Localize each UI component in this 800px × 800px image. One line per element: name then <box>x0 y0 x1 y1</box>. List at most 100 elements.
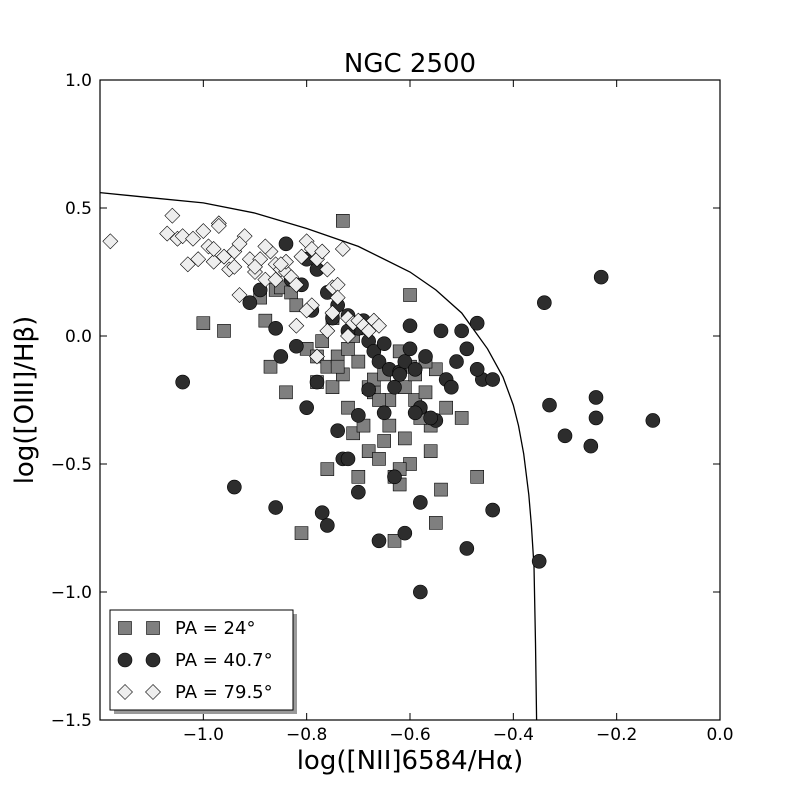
x-tick-label: −1.0 <box>183 725 224 745</box>
data-point-circle <box>583 438 599 454</box>
data-point-square <box>289 298 304 313</box>
x-tick-label: 0.0 <box>706 725 733 745</box>
data-point-diamond <box>319 322 336 339</box>
data-point-square <box>294 526 309 540</box>
data-point-circle <box>593 269 609 285</box>
data-point-diamond <box>102 233 119 250</box>
data-point-circle <box>330 423 345 439</box>
data-point-circle <box>289 338 304 354</box>
data-point-square <box>434 482 448 497</box>
legend-label: PA = 24° <box>175 618 255 639</box>
data-point-diamond <box>185 230 201 247</box>
chart-title: NGC 2500 <box>344 49 476 79</box>
data-point-diamond <box>288 276 305 293</box>
data-point-square <box>341 400 355 415</box>
legend-label: PA = 79.5° <box>175 682 273 703</box>
data-point-diamond <box>272 256 289 273</box>
data-point-circle <box>242 295 258 311</box>
y-tick-label: −1.0 <box>51 583 92 603</box>
data-point-circle <box>376 405 392 421</box>
data-point-square <box>279 385 293 400</box>
data-point-circle <box>588 410 604 426</box>
data-point-diamond <box>314 243 331 260</box>
data-point-circle <box>537 295 552 311</box>
x-tick-label: −0.2 <box>596 725 637 745</box>
data-point-square <box>330 359 345 374</box>
data-point-square <box>398 431 412 446</box>
legend-marker-diamond <box>117 684 133 700</box>
data-point-circle <box>392 367 407 382</box>
data-point-circle <box>444 379 459 395</box>
data-point-circle <box>454 323 469 339</box>
data-point-circle <box>459 341 475 357</box>
x-tick-label: −0.8 <box>286 725 327 745</box>
data-point-circle <box>407 405 423 421</box>
data-point-square <box>372 452 386 466</box>
data-point-circle <box>588 390 604 405</box>
data-point-diamond <box>257 238 274 255</box>
data-point-circle <box>402 341 418 357</box>
data-point-circle <box>376 336 392 351</box>
demarcation-curve <box>99 191 538 721</box>
legend-marker-circle <box>145 652 161 668</box>
data-point-diamond <box>267 271 284 288</box>
data-point-circle <box>340 451 356 467</box>
data-point-square <box>429 362 443 377</box>
legend-box <box>109 609 294 711</box>
data-point-circle <box>485 502 500 518</box>
data-point-circle <box>351 408 366 423</box>
data-point-square <box>439 400 453 415</box>
data-point-circle <box>485 372 500 387</box>
legend-entry: PA = 40.7° <box>117 650 273 671</box>
data-point-circle <box>645 413 661 428</box>
data-point-circle <box>387 469 402 485</box>
data-points-layer <box>102 207 661 600</box>
legend-label: PA = 40.7° <box>175 650 273 671</box>
legend: PA = 24° PA = 40.7° PA = 79.5° <box>109 609 297 714</box>
data-point-circle <box>397 525 413 541</box>
data-point-square <box>382 418 397 433</box>
data-point-square <box>429 516 443 530</box>
data-point-diamond <box>329 289 346 306</box>
data-point-square <box>217 324 231 338</box>
data-point-circle <box>309 374 325 390</box>
data-point-circle <box>397 354 413 369</box>
data-point-diamond <box>216 248 232 265</box>
data-point-diamond <box>324 305 341 321</box>
legend-entries: PA = 24° PA = 40.7° PA = 79.5° <box>117 618 273 703</box>
data-point-circle <box>268 500 283 515</box>
data-point-diamond <box>288 317 305 334</box>
legend-marker-square <box>146 621 160 635</box>
data-point-diamond <box>340 328 356 344</box>
data-point-circle <box>351 484 366 500</box>
data-point-square <box>258 313 273 328</box>
data-point-circle <box>531 553 547 569</box>
demarcation-curve-layer <box>99 191 538 721</box>
x-axis-ticks: −1.0 −0.8 −0.6 −0.4 −0.2 0.0 <box>183 80 734 745</box>
data-point-circle <box>469 315 485 331</box>
y-axis-label: log([OIII]/Hβ) <box>10 316 40 485</box>
data-point-diamond <box>226 258 243 275</box>
data-point-circle <box>268 321 283 336</box>
data-point-circle <box>252 282 268 298</box>
data-point-diamond <box>334 241 351 257</box>
data-point-circle <box>387 379 402 395</box>
legend-entry: PA = 79.5° <box>117 682 273 703</box>
y-tick-label: −0.5 <box>51 455 92 475</box>
data-point-diamond <box>298 302 315 319</box>
y-tick-label: 1.0 <box>65 71 92 91</box>
data-point-circle <box>361 382 376 398</box>
data-point-diamond <box>210 217 227 234</box>
data-point-square <box>377 434 391 448</box>
data-point-square <box>315 334 329 348</box>
data-point-square <box>341 341 355 356</box>
data-point-square <box>387 533 402 548</box>
data-point-circle <box>278 236 294 252</box>
data-point-circle <box>407 361 423 377</box>
legend-marker-diamond <box>145 684 161 700</box>
y-tick-label: 0.0 <box>65 327 92 347</box>
data-point-circle <box>557 428 573 444</box>
data-point-square <box>336 214 350 228</box>
data-point-square <box>372 393 386 407</box>
